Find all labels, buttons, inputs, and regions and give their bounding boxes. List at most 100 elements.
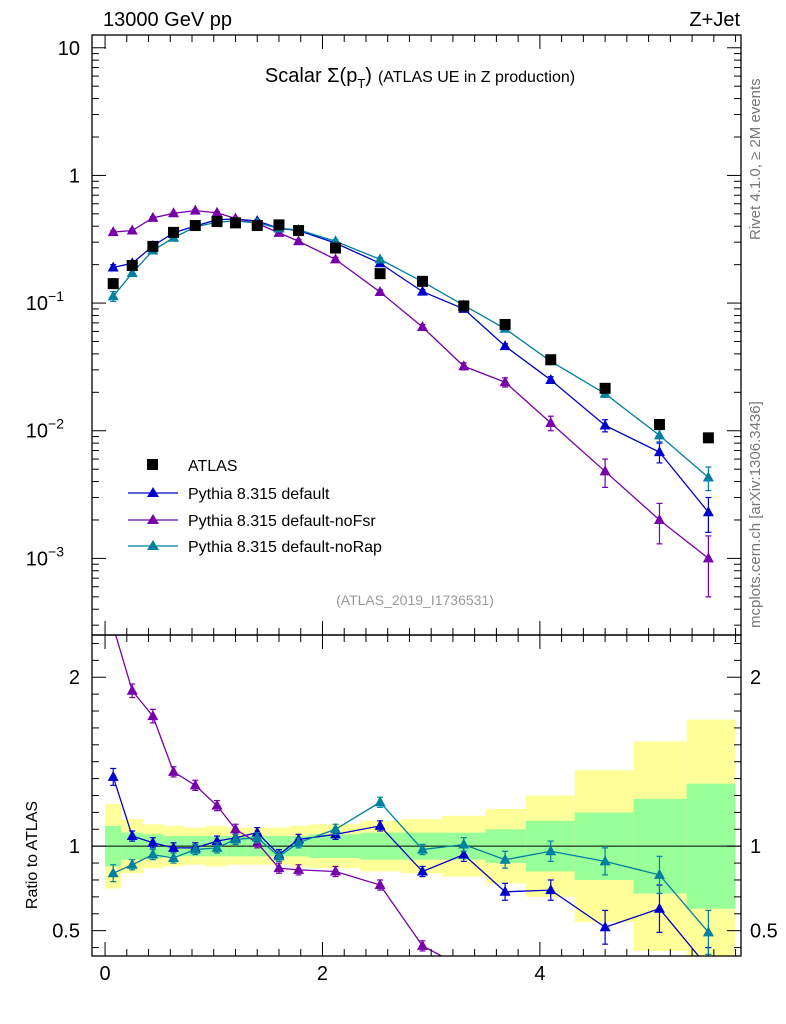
atlas-point xyxy=(374,268,386,280)
legend: ATLAS Pythia 8.315 default Pythia 8.315 … xyxy=(128,458,382,556)
series-line xyxy=(113,209,709,559)
title-sub: T xyxy=(357,76,365,91)
main-ytick-base: 10 xyxy=(58,38,80,60)
ratio-point xyxy=(374,796,386,807)
rivet-version: Rivet 4.1.0, ≥ 2M events xyxy=(747,78,764,240)
series-point xyxy=(107,261,119,272)
series-point xyxy=(702,552,714,563)
ratio-point xyxy=(416,865,428,876)
legend-label-nofsr: Pythia 8.315 default-noFsr xyxy=(188,513,376,530)
series-point xyxy=(189,204,201,215)
main-ytick-exp: −2 xyxy=(48,416,64,432)
ratio-point xyxy=(293,836,305,847)
legend-marker-atlas xyxy=(147,459,158,470)
series-point xyxy=(653,513,665,524)
ratio-ytick-label: 2 xyxy=(69,667,80,689)
series-point xyxy=(545,373,557,384)
series-point xyxy=(599,419,611,430)
ratio-point xyxy=(189,779,201,790)
series-point xyxy=(545,416,557,427)
series-point xyxy=(499,376,511,387)
series-line xyxy=(112,220,709,479)
ratio-point xyxy=(273,862,285,873)
ratio-point xyxy=(374,819,386,830)
atlas-point xyxy=(293,225,305,237)
ratio-point xyxy=(458,838,470,849)
atlas-point xyxy=(545,354,557,366)
header-right: Z+Jet xyxy=(689,9,740,31)
series-point xyxy=(499,340,511,351)
ratio-point xyxy=(545,845,557,856)
series-point xyxy=(126,224,138,235)
ratio-ytick-label: 1 xyxy=(69,836,80,858)
ratio-point xyxy=(600,975,611,985)
ratio-point xyxy=(458,848,470,859)
ratio-point xyxy=(703,962,714,972)
atlas-point xyxy=(273,219,285,231)
ratio-point xyxy=(653,868,665,879)
main-ytick-base: 10 xyxy=(26,293,48,315)
legend-label-norap: Pythia 8.315 default-noRap xyxy=(188,539,382,556)
ratio-ytick-label-right: 0.5 xyxy=(750,921,778,943)
ratio-point xyxy=(168,841,180,852)
series-point xyxy=(147,211,159,222)
atlas-point xyxy=(416,275,428,287)
atlas-points xyxy=(107,216,714,444)
atlas-point xyxy=(147,240,159,252)
ratio-point xyxy=(211,841,223,852)
ratio-series xyxy=(107,621,714,994)
series-point xyxy=(126,267,138,278)
ratio-point xyxy=(330,865,342,876)
series-point xyxy=(107,226,119,237)
main-ytick-exp: −3 xyxy=(48,543,64,559)
series-point xyxy=(416,320,428,331)
series-point xyxy=(168,207,180,218)
title-close: ) xyxy=(365,65,372,87)
series-point xyxy=(416,285,428,296)
ratio-point xyxy=(653,902,665,913)
ratio-point xyxy=(500,958,511,968)
ratio-point xyxy=(108,621,119,631)
ratio-point xyxy=(654,984,665,994)
ratio-point xyxy=(599,855,611,866)
ratio-point xyxy=(545,884,557,895)
ratio-point xyxy=(107,867,119,878)
xtick-label: 2 xyxy=(317,963,328,985)
series-point xyxy=(458,360,470,371)
ratio-series-group xyxy=(107,621,714,994)
atlas-point xyxy=(702,432,714,444)
atlas-point xyxy=(229,217,241,229)
series-point xyxy=(293,235,305,246)
ratio-ytick-label-right: 2 xyxy=(750,667,761,689)
series-point xyxy=(107,290,119,301)
legend-label-default: Pythia 8.315 default xyxy=(188,486,330,503)
ratio-point xyxy=(599,921,611,932)
ratio-point xyxy=(126,684,138,695)
ratio-point xyxy=(330,823,342,834)
ratio-ylabel: Ratio to ATLAS xyxy=(24,801,41,909)
series-point xyxy=(374,286,386,297)
main-ytick-label: 10 xyxy=(58,38,80,60)
main-series xyxy=(107,204,714,598)
ratio-point xyxy=(499,853,511,864)
series-point xyxy=(374,253,386,264)
ratio-point xyxy=(229,823,241,834)
atlas-point xyxy=(211,216,223,228)
plot-title: Scalar Σ(pT) (ATLAS UE in Z production) xyxy=(265,65,575,91)
x-axis-ticks: 0 2 4 xyxy=(99,35,737,985)
main-ytick-base: 10 xyxy=(26,421,48,443)
atlas-point xyxy=(189,220,201,232)
legend-marker-default xyxy=(147,487,159,497)
main-ytick-label: 1 xyxy=(69,165,80,187)
xtick-label: 0 xyxy=(99,963,110,985)
ratio-point xyxy=(499,885,511,896)
ratio-point xyxy=(416,939,428,950)
main-ytick-base: 10 xyxy=(26,548,48,570)
main-ytick-label: 10−1 xyxy=(26,288,64,315)
ratio-point xyxy=(702,926,714,937)
analysis-label: (ATLAS_2019_I1736531) xyxy=(336,592,494,608)
xtick-label: 4 xyxy=(534,963,545,985)
main-ytick-exp: −1 xyxy=(48,288,64,304)
